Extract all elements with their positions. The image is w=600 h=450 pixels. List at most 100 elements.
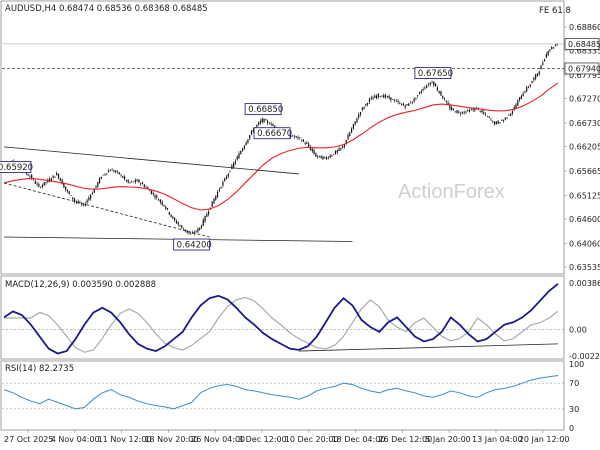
price-annotation-box (414, 67, 452, 79)
candle-body (511, 111, 514, 114)
candle-body (181, 225, 183, 228)
candle-body (324, 156, 326, 158)
candle-body (342, 146, 344, 148)
candle-body (470, 109, 472, 111)
candle-body (238, 153, 240, 159)
candle-body (61, 179, 63, 185)
candle-body (415, 98, 417, 99)
candle-body (372, 97, 374, 100)
candle-body (402, 103, 405, 106)
candle-body (424, 87, 426, 89)
candle-body (154, 195, 156, 198)
candle-body (499, 122, 501, 124)
candle-body (340, 147, 342, 150)
candle-body (215, 195, 217, 200)
candle-body (554, 45, 556, 47)
candle-body (399, 102, 401, 104)
x-tick-label: 5 Jan 20:00 (425, 435, 471, 444)
candle-body (422, 89, 424, 91)
candle-body (517, 100, 519, 106)
candle-body (431, 82, 433, 84)
candle-body (515, 104, 517, 109)
candle-body (75, 200, 77, 203)
price-annotation-label: 0.65920 (0, 163, 33, 173)
x-tick-label: 3 Dec 12:00 (238, 435, 287, 444)
candle-body (449, 105, 451, 110)
x-tick-label: 27 Oct 2025 (4, 435, 53, 444)
candle-body (540, 65, 542, 70)
candle-body (183, 229, 185, 230)
candle-body (40, 187, 42, 188)
candle-body (125, 179, 128, 181)
candle-body (57, 173, 60, 179)
price-annotation-box (253, 127, 291, 140)
candle-body (426, 85, 428, 88)
candle-body (134, 179, 136, 182)
candle-body (334, 151, 337, 155)
candle-body (159, 199, 161, 203)
candle-body (116, 171, 119, 172)
candle-body (358, 114, 360, 118)
candle-body (91, 192, 94, 195)
candle-body (224, 178, 226, 182)
candle-body (315, 153, 317, 157)
rsi-label: RSI(14) 82.2735 (5, 364, 74, 374)
price-tag-box (564, 38, 600, 50)
candle-body (84, 203, 86, 206)
candle-body (195, 230, 197, 232)
candle-body (292, 135, 294, 137)
candle-body (520, 95, 522, 100)
candle-body (483, 112, 485, 114)
candle-body (66, 189, 69, 192)
x-tick-label: 13 Jan 04:00 (472, 435, 523, 444)
watermark: ActionForex (398, 181, 505, 203)
price-panel-frame (0, 0, 565, 275)
candle-body (199, 227, 201, 230)
trend-line (3, 182, 210, 238)
candle-body (531, 81, 533, 84)
candle-body (272, 124, 274, 127)
candle-body (325, 157, 328, 160)
candle-body (300, 140, 303, 142)
candle-body (440, 91, 442, 96)
candle-body (322, 156, 324, 160)
candle-body (118, 172, 120, 175)
price-annotation-label: 0.67650 (418, 69, 453, 79)
candle-body (93, 188, 95, 193)
candle-body (157, 199, 160, 201)
candle-body (29, 176, 31, 177)
candle-body (86, 200, 88, 203)
moving-average-line (3, 82, 559, 211)
candle-body (533, 77, 535, 81)
candle-body (231, 165, 233, 169)
price-tag-box (564, 62, 600, 75)
candle-body (166, 208, 169, 210)
x-tick-label: 26 Dec 12:00 (378, 435, 432, 444)
candle-body (234, 160, 237, 164)
candle-body (249, 135, 251, 139)
candle-body (502, 120, 505, 122)
candle-body (63, 183, 65, 188)
candle-body (374, 95, 376, 98)
candle-body (131, 181, 133, 182)
candle-body (504, 117, 506, 120)
candle-body (102, 174, 104, 176)
candle-body (225, 176, 228, 179)
candle-body (106, 173, 108, 175)
candle-body (48, 178, 51, 182)
price-annotation-box (173, 238, 211, 251)
candle-body (456, 110, 458, 114)
candle-body (149, 190, 151, 192)
candle-body (536, 73, 539, 76)
candle-body (263, 118, 265, 123)
candle-body (386, 96, 388, 97)
candle-body (311, 148, 313, 152)
candle-body (31, 174, 33, 179)
candle-body (156, 195, 158, 198)
candle-body (417, 95, 419, 97)
candle-body (68, 191, 70, 194)
candle-body (395, 100, 397, 102)
candle-body (349, 132, 351, 137)
candle-body (463, 111, 465, 113)
price-tick-label: 0.63535 (569, 263, 600, 272)
